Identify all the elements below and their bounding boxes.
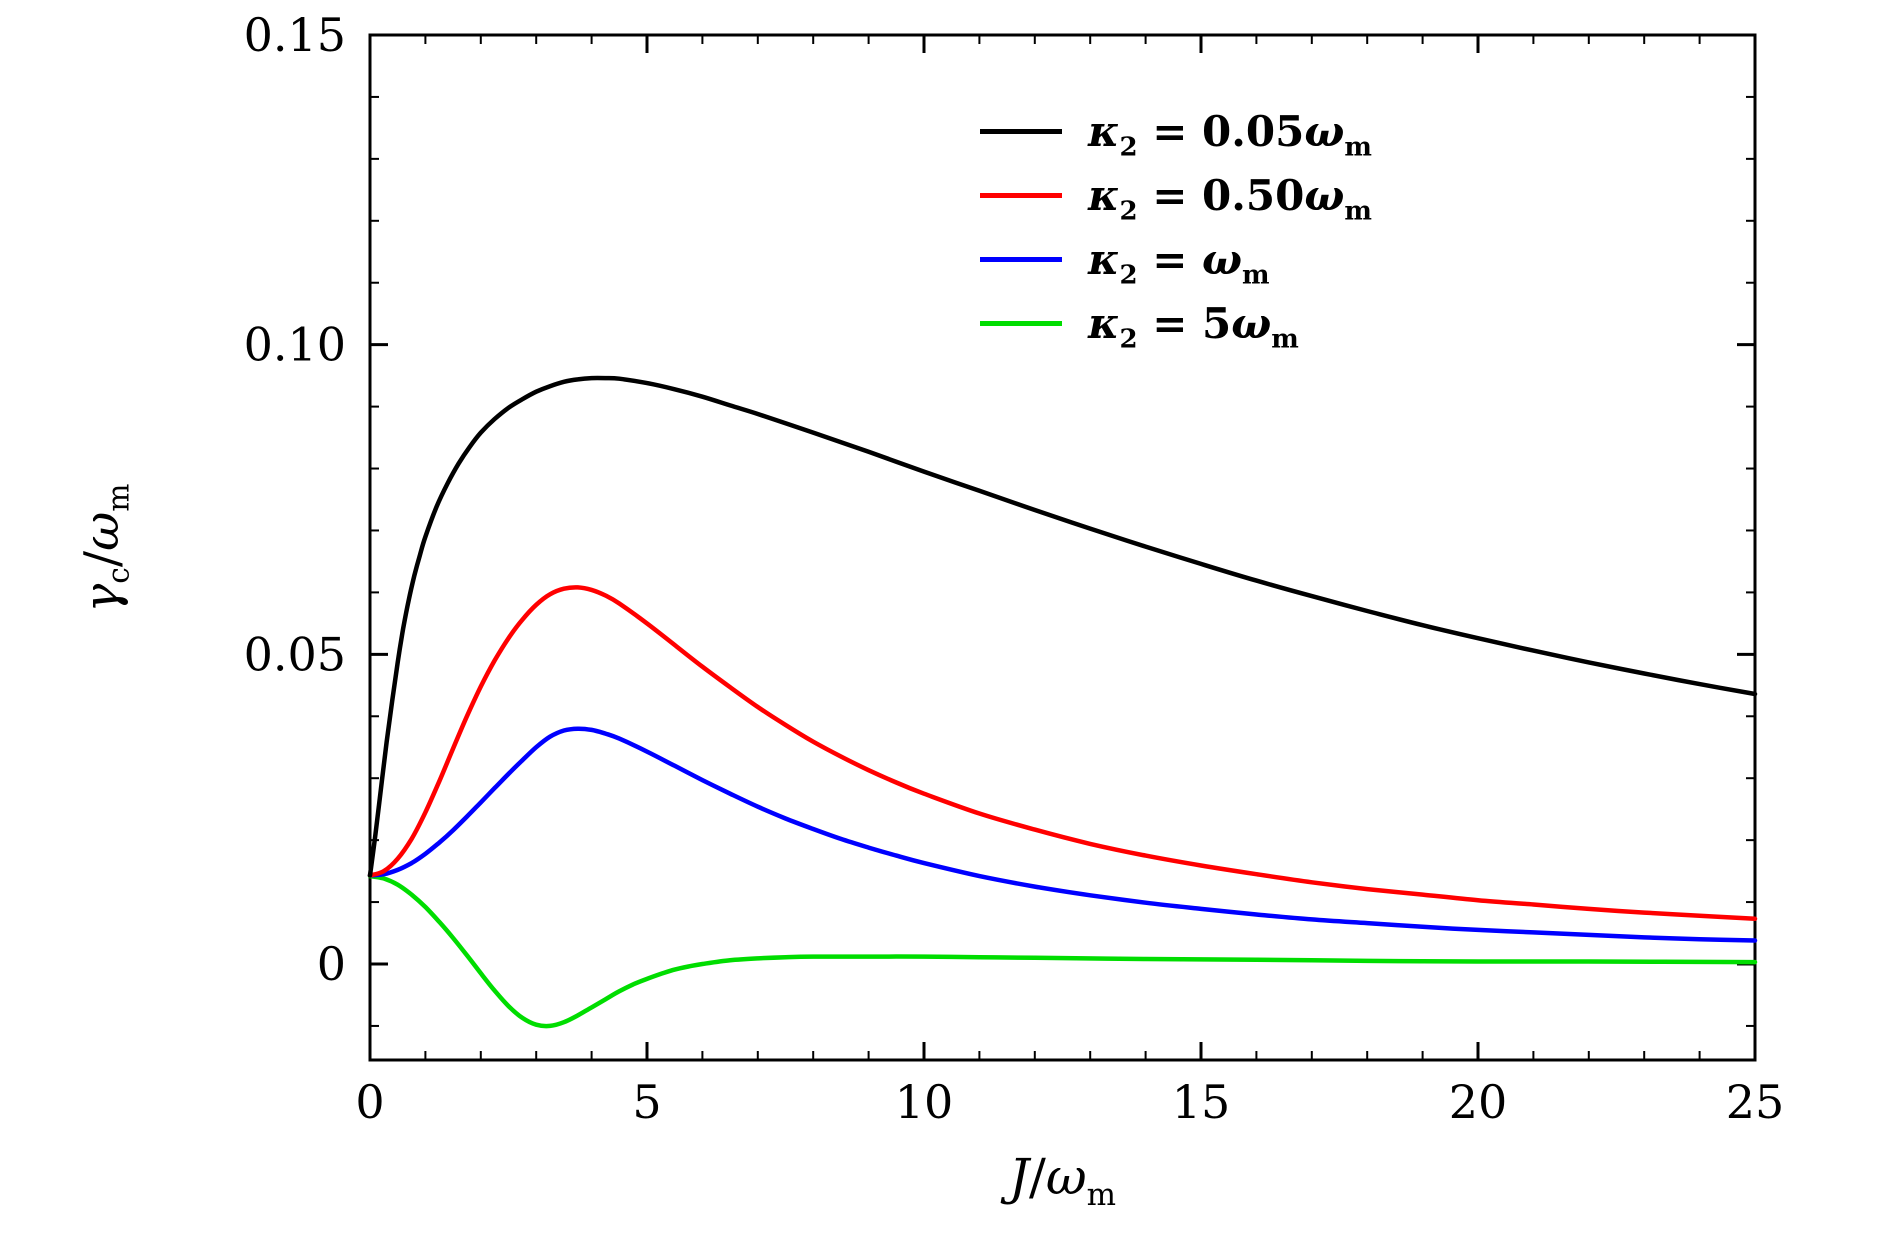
x-tick-label: 25 [1726, 1075, 1785, 1129]
y-tick-label: 0 [317, 937, 346, 991]
legend-line-sample [980, 256, 1062, 262]
omega-symbol: ω [1045, 1148, 1087, 1206]
legend-line-sample [980, 128, 1062, 134]
series-line-0 [367, 375, 1758, 878]
slash: / [1029, 1148, 1046, 1206]
legend-item: κ2 = 5ωm [980, 298, 1372, 354]
x-axis-label: J/ωm [370, 1148, 1755, 1211]
plot-frame [368, 33, 1757, 1062]
legend-item: κ2 = 0.05ωm [980, 106, 1372, 162]
y-axis-label: γc/ωm [74, 484, 137, 613]
omega-symbol: ω [74, 511, 130, 551]
legend: κ2 = 0.05ωm κ2 = 0.50ωm κ2 = ωm κ2 = 5ωm [980, 106, 1372, 354]
gamma-subscript: c [101, 567, 137, 584]
gamma-symbol: γ [74, 583, 130, 613]
x-tick-label: 5 [632, 1075, 661, 1129]
y-tick-label: 0.05 [244, 627, 346, 681]
omega-subscript: m [101, 483, 137, 512]
y-tick-label: 0.15 [244, 8, 346, 62]
series-line-3 [367, 873, 1758, 1029]
legend-line-sample [980, 320, 1062, 326]
legend-label: κ2 = 0.05ωm [1088, 106, 1372, 162]
legend-item: κ2 = 0.50ωm [980, 170, 1372, 226]
slash: / [74, 550, 130, 568]
series-line-1 [367, 585, 1758, 922]
legend-item: κ2 = ωm [980, 234, 1372, 290]
legend-label: κ2 = ωm [1088, 234, 1270, 290]
legend-label: κ2 = 0.50ωm [1088, 170, 1372, 226]
j-symbol: J [1008, 1148, 1029, 1206]
y-tick-label: 0.10 [244, 318, 346, 372]
x-tick-label: 10 [895, 1075, 954, 1129]
legend-label: κ2 = 5ωm [1088, 298, 1299, 354]
x-tick-label: 0 [355, 1075, 384, 1129]
omega-subscript: m [1086, 1177, 1117, 1213]
series-line-2 [367, 726, 1758, 943]
x-tick-label: 15 [1172, 1075, 1231, 1129]
legend-line-sample [980, 192, 1062, 198]
x-tick-label: 20 [1449, 1075, 1508, 1129]
